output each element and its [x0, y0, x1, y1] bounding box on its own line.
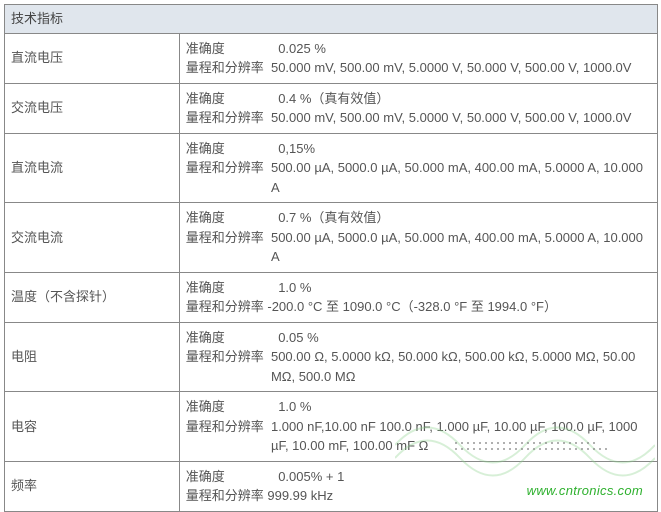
spec-value: 0.7 %（真有效值）: [278, 208, 389, 228]
spec-label: 准确度: [186, 467, 264, 487]
spec-label: 量程和分辨率: [186, 297, 264, 317]
spec-value: 0,15%: [278, 139, 315, 159]
spec-value: 0.4 %（真有效值）: [278, 89, 389, 109]
spec-value: 500.00 µA, 5000.0 µA, 50.000 mA, 400.00 …: [271, 158, 651, 197]
table-row: 直流电流 准确度 0,15% 量程和分辨率 500.00 µA, 5000.0 …: [5, 133, 658, 203]
spec-label: 量程和分辨率: [186, 108, 264, 128]
spec-label: 量程和分辨率: [186, 158, 264, 178]
spec-value: 1.0 %: [278, 278, 311, 298]
table-row: 交流电压 准确度 0.4 %（真有效值） 量程和分辨率 50.000 mV, 5…: [5, 83, 658, 133]
row-specs: 准确度 0.025 % 量程和分辨率 50.000 mV, 500.00 mV,…: [179, 33, 657, 83]
spec-label: 量程和分辨率: [186, 228, 264, 248]
spec-label: 量程和分辨率: [186, 417, 264, 437]
table-header-row: 技术指标: [5, 5, 658, 34]
spec-label: 量程和分辨率: [186, 347, 264, 367]
spec-value: 1.000 nF,10.00 nF 100.0 nF, 1.000 µF, 10…: [271, 417, 651, 456]
spec-value: 0.025 %: [278, 39, 326, 59]
row-name: 直流电流: [5, 133, 180, 203]
spec-value: 0.05 %: [278, 328, 318, 348]
spec-label: 准确度: [186, 328, 264, 348]
spec-label: 准确度: [186, 397, 264, 417]
row-specs: 准确度 0.7 %（真有效值） 量程和分辨率 500.00 µA, 5000.0…: [179, 203, 657, 273]
spec-value: 50.000 mV, 500.00 mV, 5.0000 V, 50.000 V…: [271, 58, 631, 78]
table-header: 技术指标: [5, 5, 658, 34]
spec-value: 500.00 Ω, 5.0000 kΩ, 50.000 kΩ, 500.00 k…: [271, 347, 651, 386]
row-name: 交流电压: [5, 83, 180, 133]
row-specs: 准确度 0.05 % 量程和分辨率 500.00 Ω, 5.0000 kΩ, 5…: [179, 322, 657, 392]
spec-label: 准确度: [186, 208, 264, 228]
spec-value: 50.000 mV, 500.00 mV, 5.0000 V, 50.000 V…: [271, 108, 631, 128]
row-specs: 准确度 1.0 % 量程和分辨率 1.000 nF,10.00 nF 100.0…: [179, 392, 657, 462]
table-row: 电容 准确度 1.0 % 量程和分辨率 1.000 nF,10.00 nF 10…: [5, 392, 658, 462]
row-name: 电阻: [5, 322, 180, 392]
spec-table-container: 技术指标 直流电压 准确度 0.025 % 量程和分辨率 50.000 mV, …: [0, 0, 661, 512]
spec-value: 500.00 µA, 5000.0 µA, 50.000 mA, 400.00 …: [271, 228, 651, 267]
spec-value: 1.0 %: [278, 397, 311, 417]
table-row: 直流电压 准确度 0.025 % 量程和分辨率 50.000 mV, 500.0…: [5, 33, 658, 83]
row-name: 频率: [5, 461, 180, 511]
spec-value: 0.005% + 1: [278, 467, 344, 487]
row-name: 交流电流: [5, 203, 180, 273]
row-specs: 准确度 0.4 %（真有效值） 量程和分辨率 50.000 mV, 500.00…: [179, 83, 657, 133]
spec-label: 量程和分辨率: [186, 58, 264, 78]
spec-value: 999.99 kHz: [267, 486, 333, 506]
table-row: 交流电流 准确度 0.7 %（真有效值） 量程和分辨率 500.00 µA, 5…: [5, 203, 658, 273]
spec-label: 准确度: [186, 89, 264, 109]
spec-table: 技术指标 直流电压 准确度 0.025 % 量程和分辨率 50.000 mV, …: [4, 4, 658, 512]
row-specs: 准确度 0.005% + 1 量程和分辨率 999.99 kHz: [179, 461, 657, 511]
table-row: 频率 准确度 0.005% + 1 量程和分辨率 999.99 kHz: [5, 461, 658, 511]
row-name: 直流电压: [5, 33, 180, 83]
row-specs: 准确度 0,15% 量程和分辨率 500.00 µA, 5000.0 µA, 5…: [179, 133, 657, 203]
row-specs: 准确度 1.0 % 量程和分辨率 -200.0 °C 至 1090.0 °C（-…: [179, 272, 657, 322]
row-name: 电容: [5, 392, 180, 462]
spec-value: -200.0 °C 至 1090.0 °C（-328.0 °F 至 1994.0…: [267, 297, 557, 317]
spec-label: 准确度: [186, 139, 264, 159]
spec-label: 准确度: [186, 39, 264, 59]
row-name: 温度（不含探针）: [5, 272, 180, 322]
table-row: 电阻 准确度 0.05 % 量程和分辨率 500.00 Ω, 5.0000 kΩ…: [5, 322, 658, 392]
spec-label: 准确度: [186, 278, 264, 298]
table-row: 温度（不含探针） 准确度 1.0 % 量程和分辨率 -200.0 °C 至 10…: [5, 272, 658, 322]
spec-label: 量程和分辨率: [186, 486, 264, 506]
